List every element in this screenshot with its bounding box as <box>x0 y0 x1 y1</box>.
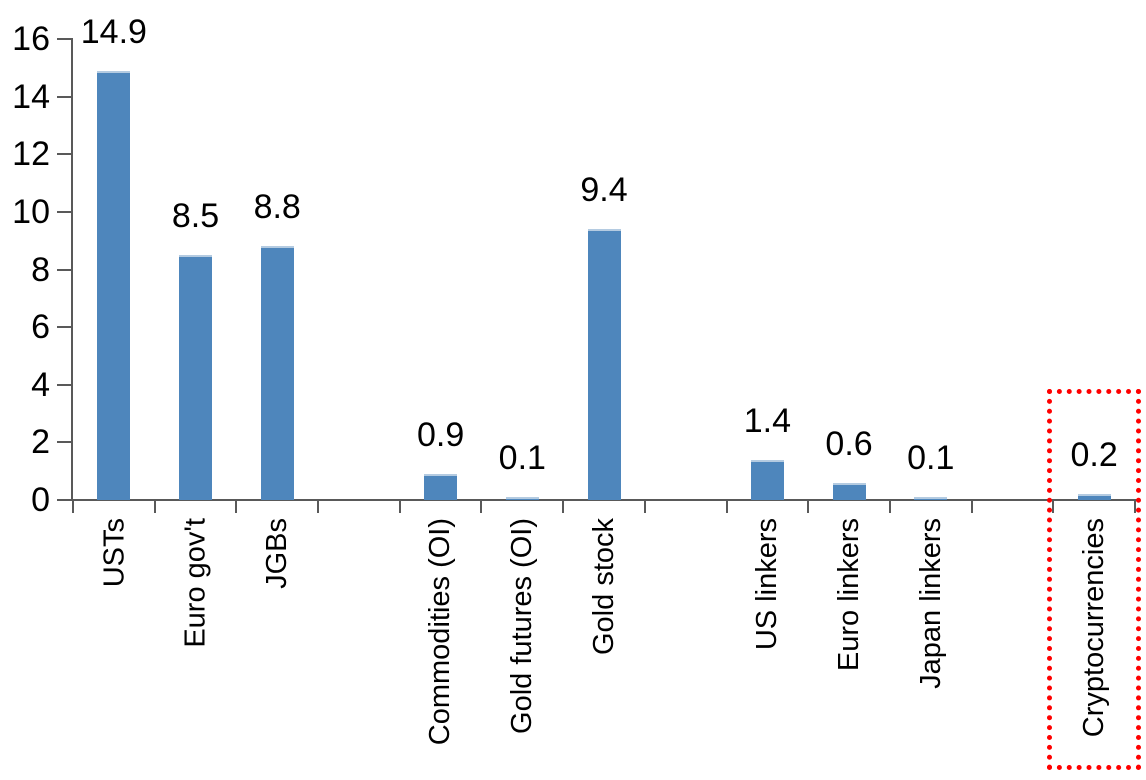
value-label-gold-stock: 9.4 <box>580 171 628 210</box>
y-tick-label: 2 <box>31 423 50 462</box>
y-tick-label: 16 <box>12 20 50 58</box>
x-tick <box>725 501 728 513</box>
category-label-euro-gov-t: Euro gov't <box>179 518 212 648</box>
x-tick <box>398 501 401 513</box>
bar-cryptocurrencies <box>1077 494 1111 500</box>
category-label-euro-linkers: Euro linkers <box>833 518 866 672</box>
x-axis-line <box>71 499 1137 501</box>
category-label-usts: USTs <box>97 518 130 588</box>
value-label-japan-linkers: 0.1 <box>907 439 955 478</box>
x-tick <box>235 501 238 513</box>
y-tick <box>57 38 72 40</box>
y-tick <box>57 441 72 444</box>
value-label-gold-futures-oi: 0.1 <box>498 439 546 478</box>
x-tick <box>888 501 891 513</box>
x-tick <box>643 501 646 513</box>
bar-usts <box>97 70 131 500</box>
y-tick-label: 4 <box>31 365 50 404</box>
category-label-japan-linkers: Japan linkers <box>914 518 947 689</box>
x-tick <box>1052 501 1055 513</box>
x-tick <box>562 501 565 513</box>
x-tick <box>1134 501 1136 513</box>
x-tick <box>970 501 973 513</box>
value-label-euro-linkers: 0.6 <box>825 424 873 463</box>
y-tick-label: 14 <box>12 77 50 116</box>
y-tick-label: 6 <box>31 308 50 347</box>
x-tick <box>807 501 810 513</box>
bar-us-linkers <box>750 459 784 500</box>
value-label-jgbs: 8.8 <box>253 188 301 227</box>
value-label-us-linkers: 1.4 <box>743 401 791 440</box>
y-tick-label: 10 <box>12 192 50 231</box>
y-tick <box>57 95 72 98</box>
y-axis-line <box>71 38 73 501</box>
value-label-cryptocurrencies: 0.2 <box>1070 436 1118 475</box>
value-label-commodities-oi: 0.9 <box>416 416 465 455</box>
y-tick <box>57 210 72 213</box>
y-tick-label: 0 <box>31 481 50 519</box>
bar-euro-gov-t <box>179 255 213 500</box>
category-label-us-linkers: US linkers <box>751 518 784 651</box>
y-tick <box>57 383 72 386</box>
x-tick <box>480 501 483 513</box>
category-label-gold-futures-oi: Gold futures (OI) <box>506 518 539 734</box>
bar-gold-futures-oi <box>505 497 539 500</box>
y-tick-label: 12 <box>12 135 50 174</box>
bar-jgbs <box>260 246 294 500</box>
category-label-jgbs: JGBs <box>261 518 294 589</box>
y-tick <box>57 268 72 271</box>
bar-commodities-oi <box>424 474 458 500</box>
y-tick <box>57 153 72 156</box>
category-label-gold-stock: Gold stock <box>588 518 620 655</box>
value-label-usts: 14.9 <box>80 12 147 51</box>
y-tick <box>57 499 72 501</box>
category-label-commodities-oi: Commodities (OI) <box>424 518 457 746</box>
bar-japan-linkers <box>914 497 948 500</box>
x-tick <box>153 501 156 513</box>
y-tick <box>57 326 72 329</box>
highlight-box-cryptocurrencies <box>1047 389 1141 770</box>
y-tick-label: 8 <box>31 250 50 289</box>
x-tick <box>317 501 320 513</box>
bar-gold-stock <box>587 229 621 500</box>
bar-euro-linkers <box>832 482 866 500</box>
value-label-euro-gov-t: 8.5 <box>171 197 220 236</box>
x-tick <box>72 501 74 513</box>
